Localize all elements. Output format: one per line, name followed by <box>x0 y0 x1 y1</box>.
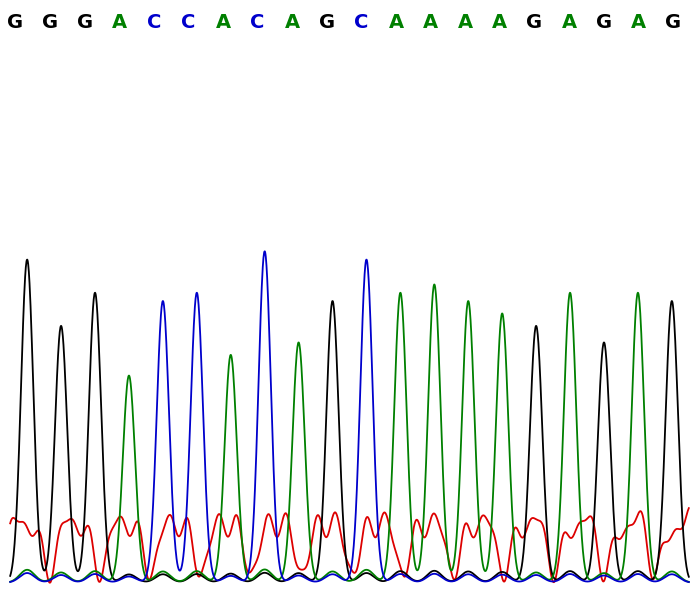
Text: A: A <box>492 13 507 32</box>
Text: G: G <box>665 13 681 32</box>
Text: C: C <box>354 13 368 32</box>
Text: A: A <box>112 13 127 32</box>
Text: A: A <box>561 13 577 32</box>
Text: A: A <box>215 13 231 32</box>
Text: A: A <box>389 13 403 32</box>
Text: A: A <box>423 13 438 32</box>
Text: G: G <box>319 13 335 32</box>
Text: C: C <box>250 13 265 32</box>
Text: C: C <box>147 13 161 32</box>
Text: G: G <box>76 13 93 32</box>
Text: A: A <box>630 13 646 32</box>
Text: G: G <box>7 13 24 32</box>
Text: G: G <box>526 13 542 32</box>
Text: A: A <box>458 13 473 32</box>
Text: A: A <box>284 13 300 32</box>
Text: G: G <box>42 13 58 32</box>
Text: G: G <box>596 13 612 32</box>
Text: C: C <box>181 13 196 32</box>
